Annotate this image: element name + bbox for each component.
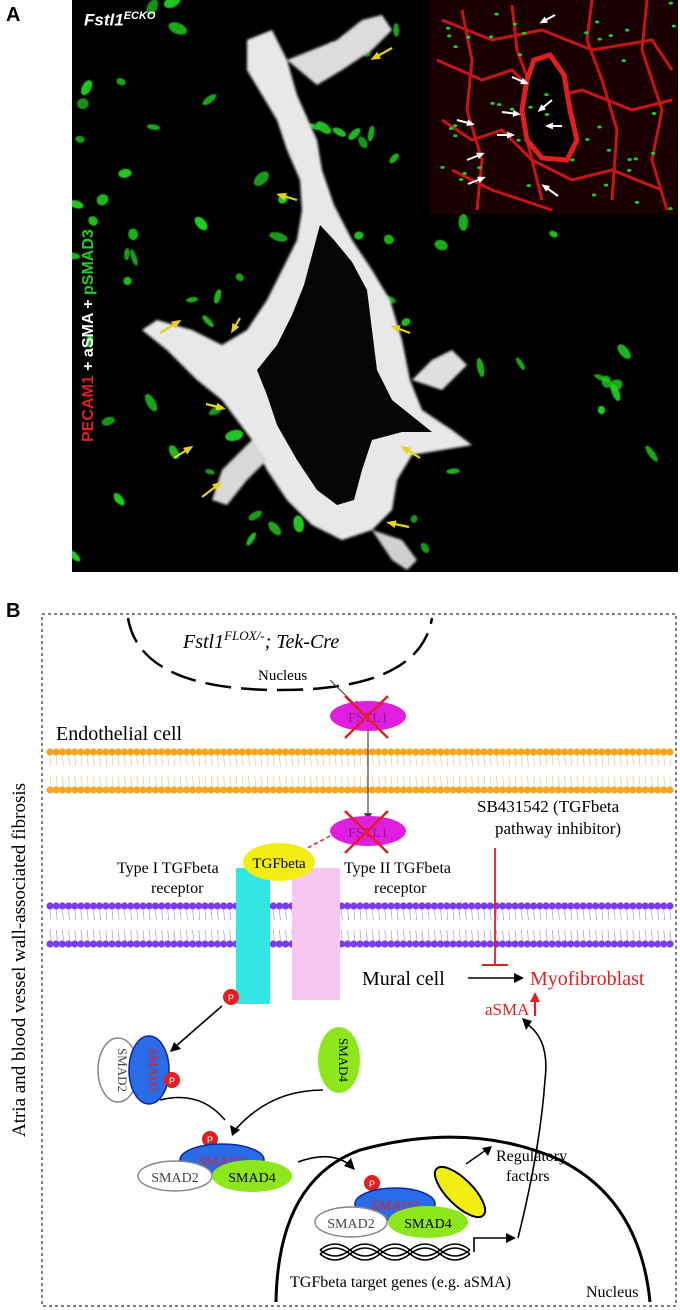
svg-text:SMAD4: SMAD4 <box>404 1217 451 1232</box>
inhibitor-label-2: pathway inhibitor) <box>495 819 621 838</box>
nucleus-top-label: Nucleus <box>258 668 307 684</box>
panel-a-genotype: Fstl1ECKO <box>84 10 156 30</box>
converge-left-arrow <box>159 1096 226 1121</box>
regulatory-factor <box>433 1165 487 1219</box>
svg-text:SMAD3: SMAD3 <box>146 1048 161 1092</box>
phospho-complex-b: P <box>202 1131 218 1147</box>
phospho-complex-c: P <box>364 1175 380 1191</box>
dashed-frame <box>41 613 677 1307</box>
tgfbeta-ligand <box>243 843 315 881</box>
converge-right-arrow <box>234 1089 324 1131</box>
mural-cell-label: Mural cell <box>362 968 445 990</box>
gene-to-asma-arrow <box>517 1023 547 1239</box>
svg-text:SMAD4: SMAD4 <box>228 1171 275 1186</box>
panel-b-letter: B <box>6 600 21 622</box>
svg-text:SMAD2: SMAD2 <box>327 1217 374 1232</box>
endothelial-membrane <box>46 748 674 794</box>
endothelial-cell-label: Endothelial cell <box>56 723 183 745</box>
micrograph-image <box>72 0 678 572</box>
asma-label: aSMA <box>485 1000 530 1019</box>
mural-membrane <box>46 902 674 948</box>
svg-text:P: P <box>228 993 234 1003</box>
svg-text:P: P <box>369 1179 375 1189</box>
transcription-arrow <box>473 1237 508 1252</box>
side-label: Atria and blood vessel wall-associated f… <box>9 783 30 1137</box>
regulatory-label-2: factors <box>506 1168 550 1185</box>
myofibroblast-label: Myofibroblast <box>530 968 645 990</box>
inhibitor-label-1: SB431542 (TGFbeta <box>477 797 620 816</box>
phospho-receptor: P <box>223 989 239 1005</box>
asma-up-arrow <box>530 992 540 1002</box>
smad4-c: SMAD4 <box>388 1206 468 1238</box>
regulatory-label-1: Regulatory <box>496 1148 567 1165</box>
smad4-b: SMAD4 <box>212 1160 292 1192</box>
dna-helix <box>319 1243 471 1261</box>
svg-text:P: P <box>207 1135 213 1145</box>
yellow-arrows <box>159 47 421 529</box>
phospho-smad3-a: P <box>164 1072 180 1088</box>
svg-text:SMAD4: SMAD4 <box>336 1038 351 1083</box>
type2-label-2: receptor <box>374 880 427 897</box>
inset-green-nuclei <box>440 1 677 211</box>
type1-label-1: Type I TGFbeta <box>117 860 219 877</box>
fstl1-mid: FSTL1 <box>330 810 406 854</box>
complex-to-nucleus-arrow <box>297 1155 351 1166</box>
regulatory-arrow <box>465 1149 487 1165</box>
nucleus-bottom-outline <box>274 1135 652 1303</box>
tgfbeta-label: TGFbeta <box>252 856 306 872</box>
white-arrows <box>456 14 562 197</box>
panel-a-letter: A <box>6 4 21 26</box>
nucleus-top-outline <box>126 617 434 692</box>
inset-image <box>430 0 678 214</box>
smad2-c: SMAD2 <box>314 1206 388 1238</box>
smad4-a: SMAD4 <box>318 1027 360 1093</box>
panel-b-genotype: Fstl1FLOX/-; Tek-Cre <box>182 628 339 653</box>
vessel-lumen <box>257 225 432 505</box>
target-genes-label: TGFbeta target genes (e.g. aSMA) <box>290 1274 511 1291</box>
fstl1-top: FSTL1 <box>330 695 406 739</box>
nucleus-bottom-label: Nucleus <box>586 1284 638 1301</box>
type1-receptor <box>236 868 270 1004</box>
type2-label-1: Type II TGFbeta <box>344 860 451 877</box>
receptor-to-smad3-arrow <box>175 1005 223 1047</box>
type1-label-2: receptor <box>151 880 204 897</box>
micrograph-panel: Fstl1ECKO PECAM1 + aSMA + pSMAD3 <box>72 0 678 572</box>
svg-text:P: P <box>169 1076 175 1086</box>
smad2-b: SMAD2 <box>137 1160 213 1192</box>
svg-text:SMAD2: SMAD2 <box>115 1048 130 1092</box>
svg-text:SMAD2: SMAD2 <box>151 1171 198 1186</box>
smad3-a: SMAD3 <box>128 1035 170 1105</box>
type2-receptor <box>292 868 340 1000</box>
